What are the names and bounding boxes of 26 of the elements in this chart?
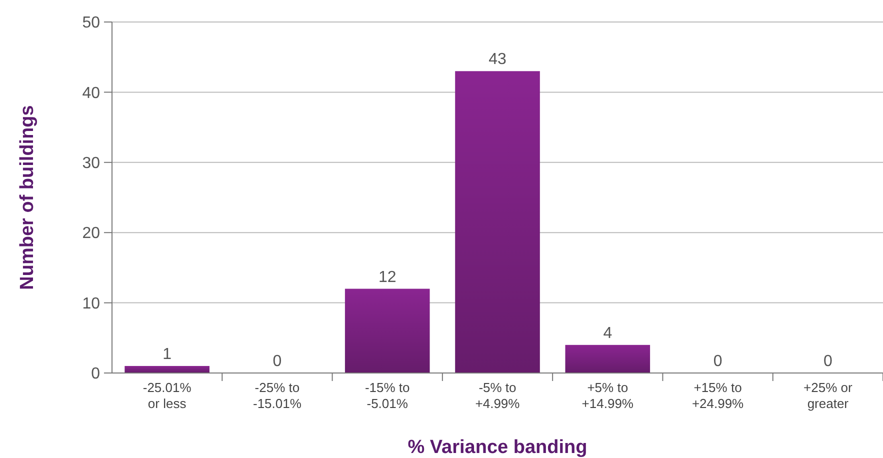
y-tick-label: 30 (82, 155, 100, 172)
data-label: 4 (603, 324, 612, 342)
bar (455, 71, 540, 373)
bar (124, 366, 210, 373)
y-tick-label: 0 (91, 366, 100, 383)
data-label: 43 (488, 51, 506, 68)
x-tick-label: -5% to +4.99% (475, 380, 520, 411)
bar (565, 344, 650, 373)
bar (344, 288, 430, 373)
data-label: 1 (162, 346, 172, 363)
data-label: 12 (378, 268, 396, 286)
x-tick-label: -25.01% or less (142, 380, 192, 411)
y-tick-label: 20 (82, 225, 100, 242)
data-label: 0 (713, 353, 722, 370)
x-tick-label: -25% to -15.01% (253, 380, 302, 411)
x-tick-label: -15% to -5.01% (364, 380, 410, 411)
data-label: 0 (272, 353, 282, 370)
data-label: 0 (823, 353, 832, 370)
y-tick-label: 50 (82, 14, 100, 32)
x-tick-label: +5% to +14.99% (582, 380, 634, 411)
y-tick-label: 40 (82, 84, 100, 102)
y-axis-title: Number of buildings (17, 105, 38, 290)
x-tick-label: +15% to +24.99% (692, 380, 744, 411)
x-axis-title: % Variance banding (408, 437, 588, 458)
x-tick-label: +25% or greater (804, 380, 853, 411)
y-tick-label: 10 (82, 295, 100, 312)
